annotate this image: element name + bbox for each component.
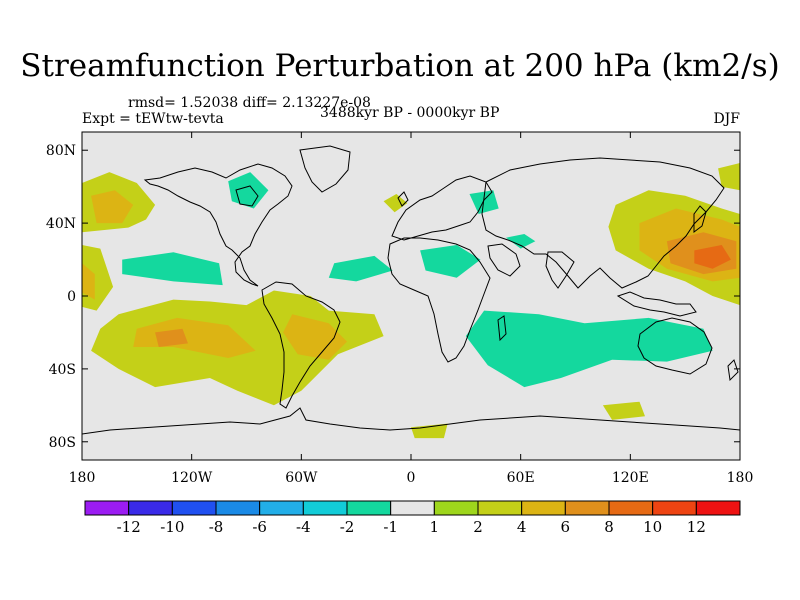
contour-region-4 (356, 190, 384, 211)
lon-tick-label: 120W (171, 470, 213, 486)
colorbar-swatch (302, 500, 348, 516)
colorbar-swatch (390, 500, 435, 516)
coast-british-isles (397, 191, 409, 207)
colorbar: -12 -10 -8 -6 -4 -2 -1 1 2 4 6 8 10 12 (84, 500, 741, 536)
contour-region-25 (602, 401, 645, 420)
coast-asia (481, 157, 725, 289)
contour-region-17 (133, 317, 256, 358)
lon-tick-label: 180 (69, 470, 96, 486)
colorbar-label: 12 (687, 518, 706, 536)
lon-tick-label: 60W (285, 470, 318, 486)
chart-title: Streamfunction Perturbation at 200 hPa (… (20, 48, 780, 84)
colorbar-swatch (521, 500, 566, 516)
lon-tick-label: 60E (507, 470, 535, 486)
lon-tick-label: 120E (612, 470, 649, 486)
colorbar-swatch (564, 500, 610, 516)
coast-north-america (143, 163, 293, 287)
lat-tick-label: 40N (46, 216, 76, 232)
lon-axis: 180 120W 60W 0 60E 120E 180 (69, 132, 754, 486)
colorbar-swatch (695, 500, 741, 516)
coast-madagascar (497, 315, 507, 342)
season-label: DJF (713, 111, 740, 127)
coast-europe (391, 175, 493, 241)
colorbar-label: 6 (561, 518, 571, 536)
contour-region-23 (209, 398, 274, 415)
lat-tick-label: 80N (46, 143, 76, 159)
colorbar-swatch (128, 500, 173, 516)
contour-region-24 (365, 401, 397, 420)
contour-region-13 (328, 255, 393, 282)
colorbar-label: 10 (643, 518, 662, 536)
contour-region-14 (420, 245, 481, 278)
contour-region-22 (465, 310, 713, 388)
contour-region-9 (122, 252, 223, 286)
colorbar-swatch (652, 500, 697, 516)
coast-greenland (299, 145, 351, 193)
colorbar-swatch (259, 500, 304, 516)
coast-australia (637, 317, 713, 375)
contour-region-20 (365, 368, 411, 391)
contour-region-26 (411, 423, 448, 439)
contour-region-1 (91, 190, 134, 224)
contour-region-5 (383, 194, 408, 213)
colorbar-swatch (215, 500, 261, 516)
colorbar-swatch (477, 500, 523, 516)
colorbar-label: -10 (160, 518, 184, 536)
colorbar-label: 8 (604, 518, 614, 536)
coast-japan (693, 205, 707, 233)
coast-arabia (487, 243, 521, 277)
contour-region-19 (283, 314, 347, 360)
colorbar-swatch (608, 500, 654, 516)
coast-india (545, 251, 575, 289)
colorbar-label: 2 (473, 518, 483, 536)
coast-hudson-bay (235, 185, 259, 207)
lat-tick-label: 0 (67, 289, 76, 305)
colorbar-swatch (171, 500, 217, 516)
contour-region-11 (82, 263, 95, 300)
coast-indonesia (616, 291, 697, 317)
coast-south-america (261, 281, 341, 409)
colorbar-label: -12 (117, 518, 141, 536)
rmsd-diff-stats: rmsd= 1.52038 diff= 2.13227e-08 (128, 95, 371, 111)
colorbar-swatch (84, 500, 130, 516)
colorbar-label: -6 (252, 518, 267, 536)
lon-tick-label: 180 (727, 470, 754, 486)
colorbar-label: -1 (383, 518, 398, 536)
experiment-label: Expt = tEWtw-tevta (82, 111, 224, 127)
time-period-label: 3488kyr BP - 0000kyr BP (320, 105, 500, 121)
colorbar-label: -8 (209, 518, 224, 536)
lat-axis: 80N 40N 0 40S 80S (46, 143, 740, 451)
coast-new-zealand (727, 359, 739, 382)
coast-antarctica (82, 407, 740, 435)
colorbar-swatch (346, 500, 392, 516)
lat-tick-label: 40S (49, 362, 76, 378)
contour-fills (82, 159, 740, 439)
colorbar-label: -4 (296, 518, 311, 536)
colorbar-label: 4 (517, 518, 527, 536)
contour-region-18 (155, 328, 188, 347)
coast-africa (387, 237, 491, 363)
lon-tick-label: 0 (407, 470, 416, 486)
contour-region-15 (506, 234, 536, 249)
contour-region-31 (718, 163, 740, 191)
colorbar-swatch (433, 500, 479, 516)
colorbar-label: -2 (340, 518, 355, 536)
coastlines (82, 145, 740, 435)
contour-region-30 (694, 245, 731, 269)
lat-tick-label: 80S (49, 435, 76, 451)
contour-region-7 (469, 190, 499, 214)
colorbar-label: 1 (430, 518, 440, 536)
